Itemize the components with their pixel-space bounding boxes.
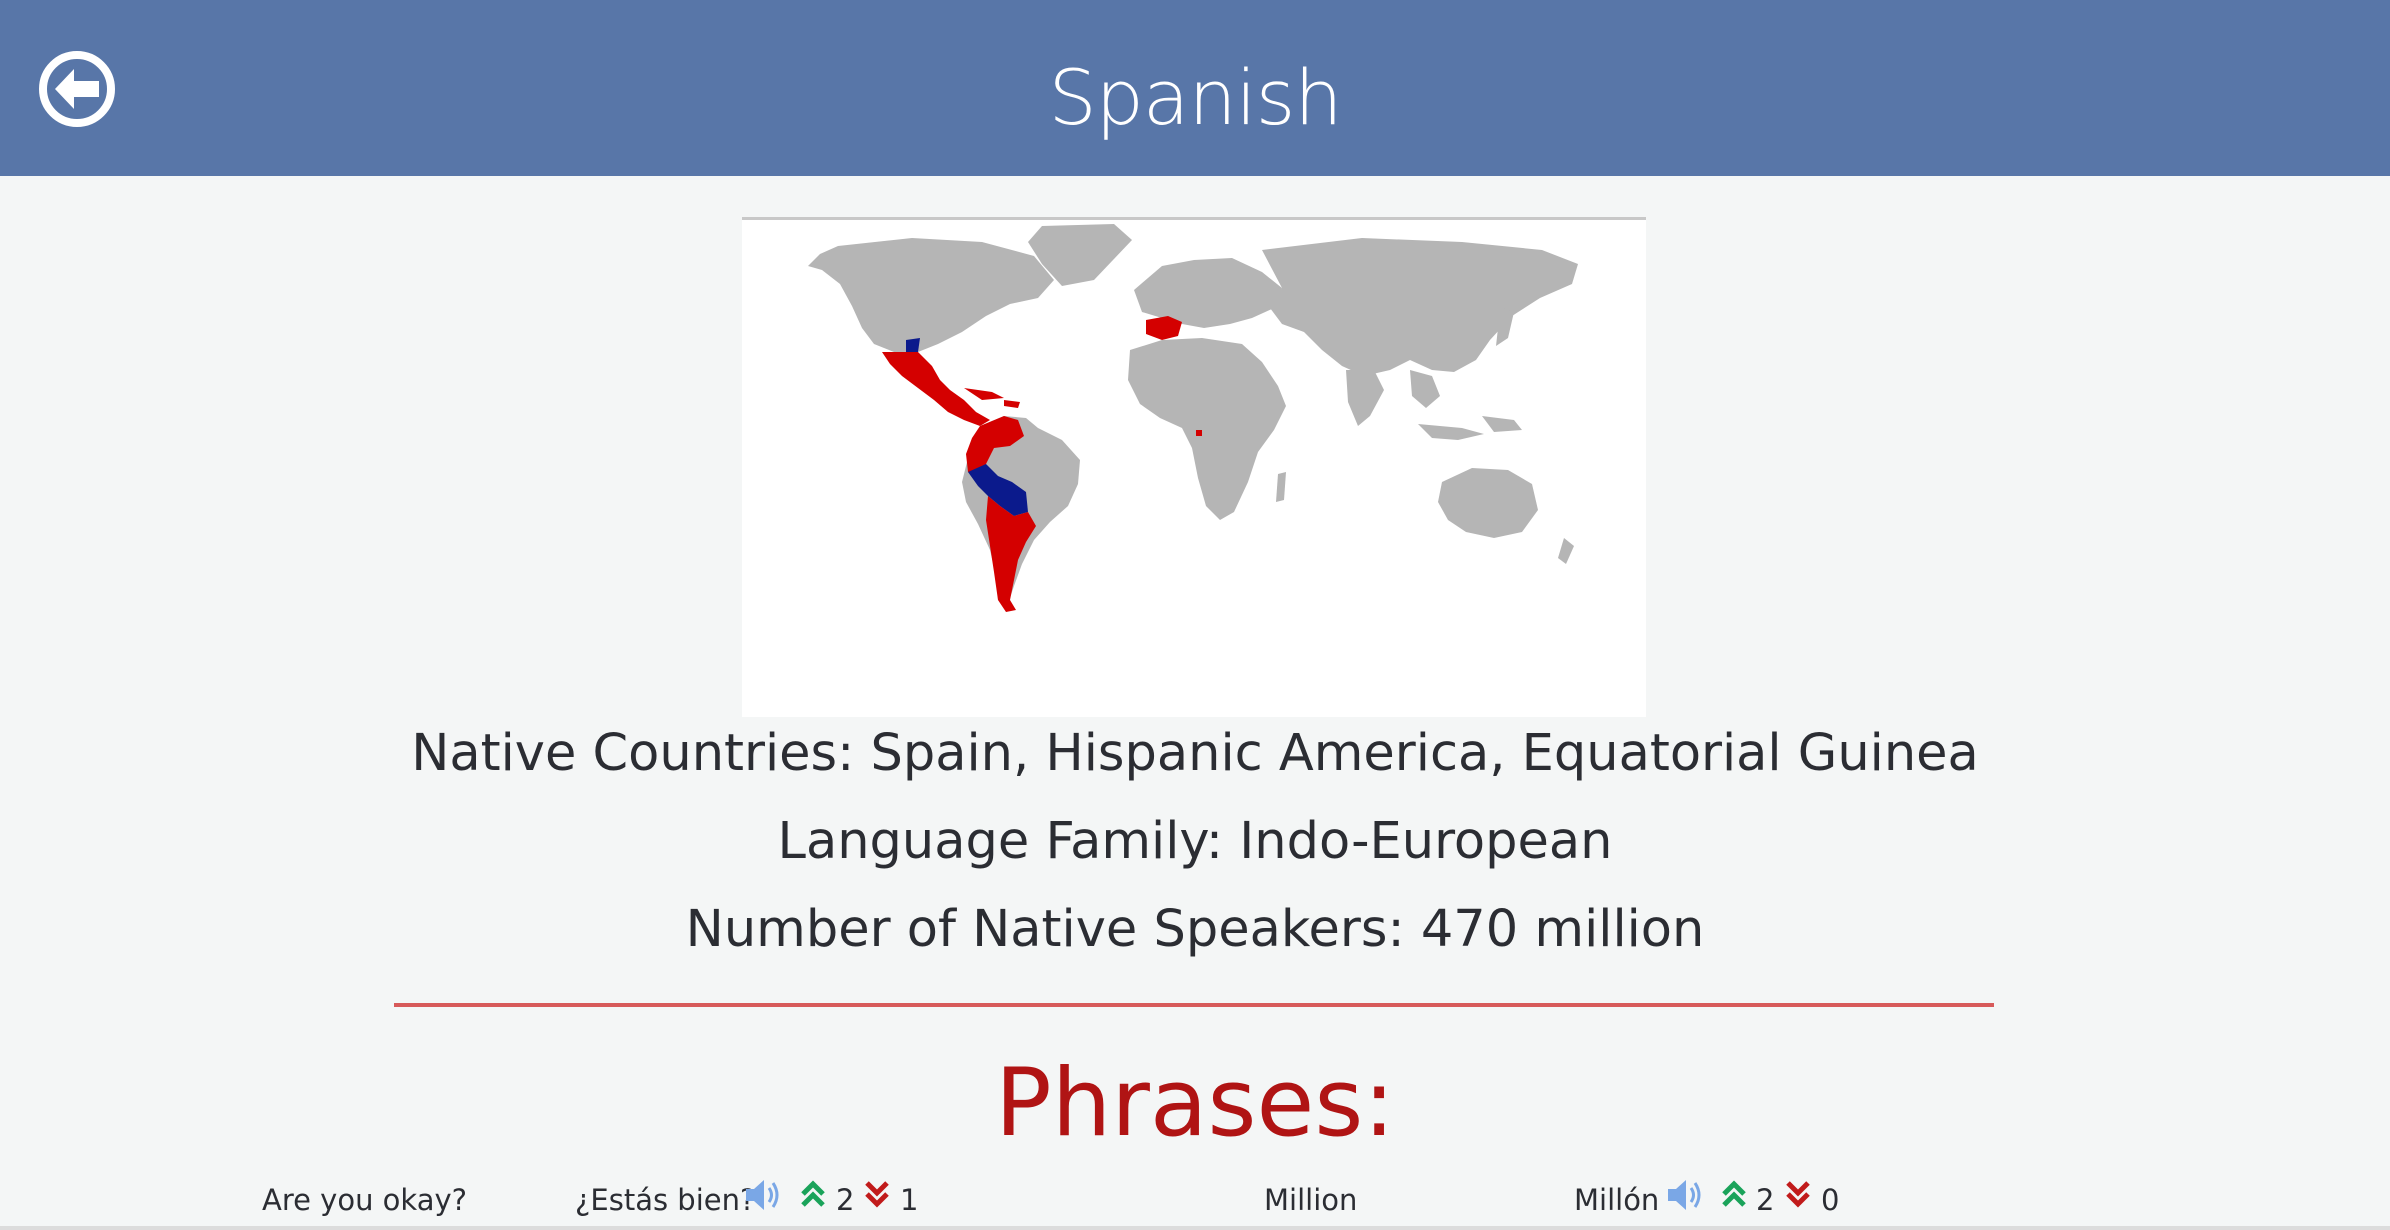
speaker-icon[interactable]: [1666, 1178, 1704, 1224]
phrase-english: Are you okay?: [262, 1183, 468, 1217]
phrase-item: Are you okay? ¿Estás bien? 2 1: [0, 1178, 1195, 1222]
phrase-item: Million Millón 2 0: [0, 1178, 2390, 1222]
upvote-icon[interactable]: [1721, 1178, 1747, 1222]
downvote-icon[interactable]: [864, 1178, 890, 1222]
downvote-count: 0: [1821, 1183, 1840, 1217]
upvote-count: 2: [836, 1183, 855, 1217]
native-speakers-text: Number of Native Speakers: 470 million: [685, 900, 1705, 959]
arrow-left-circle-icon: [39, 51, 115, 127]
upvote-icon[interactable]: [800, 1178, 826, 1222]
phrase-spanish: Millón: [1574, 1183, 1660, 1217]
language-family-text: Language Family: Indo-European: [777, 812, 1613, 871]
native-countries-text: Native Countries: Spain, Hispanic Americ…: [411, 724, 1979, 783]
phrase-english: Million: [1264, 1183, 1358, 1217]
upvote-count: 2: [1756, 1183, 1775, 1217]
speaker-icon[interactable]: [744, 1178, 782, 1224]
phrases-heading: Phrases:: [995, 1049, 1395, 1158]
section-divider: [394, 1003, 1994, 1007]
world-map-image: [742, 220, 1646, 717]
downvote-icon[interactable]: [1785, 1178, 1811, 1222]
phrase-spanish: ¿Estás bien?: [575, 1183, 756, 1217]
back-button[interactable]: [37, 49, 117, 129]
page-title: Spanish: [1048, 53, 1342, 142]
app-header: Spanish: [0, 0, 2390, 176]
language-distribution-map: [742, 217, 1646, 717]
downvote-count: 1: [900, 1183, 919, 1217]
bottom-border: [0, 1226, 2390, 1230]
